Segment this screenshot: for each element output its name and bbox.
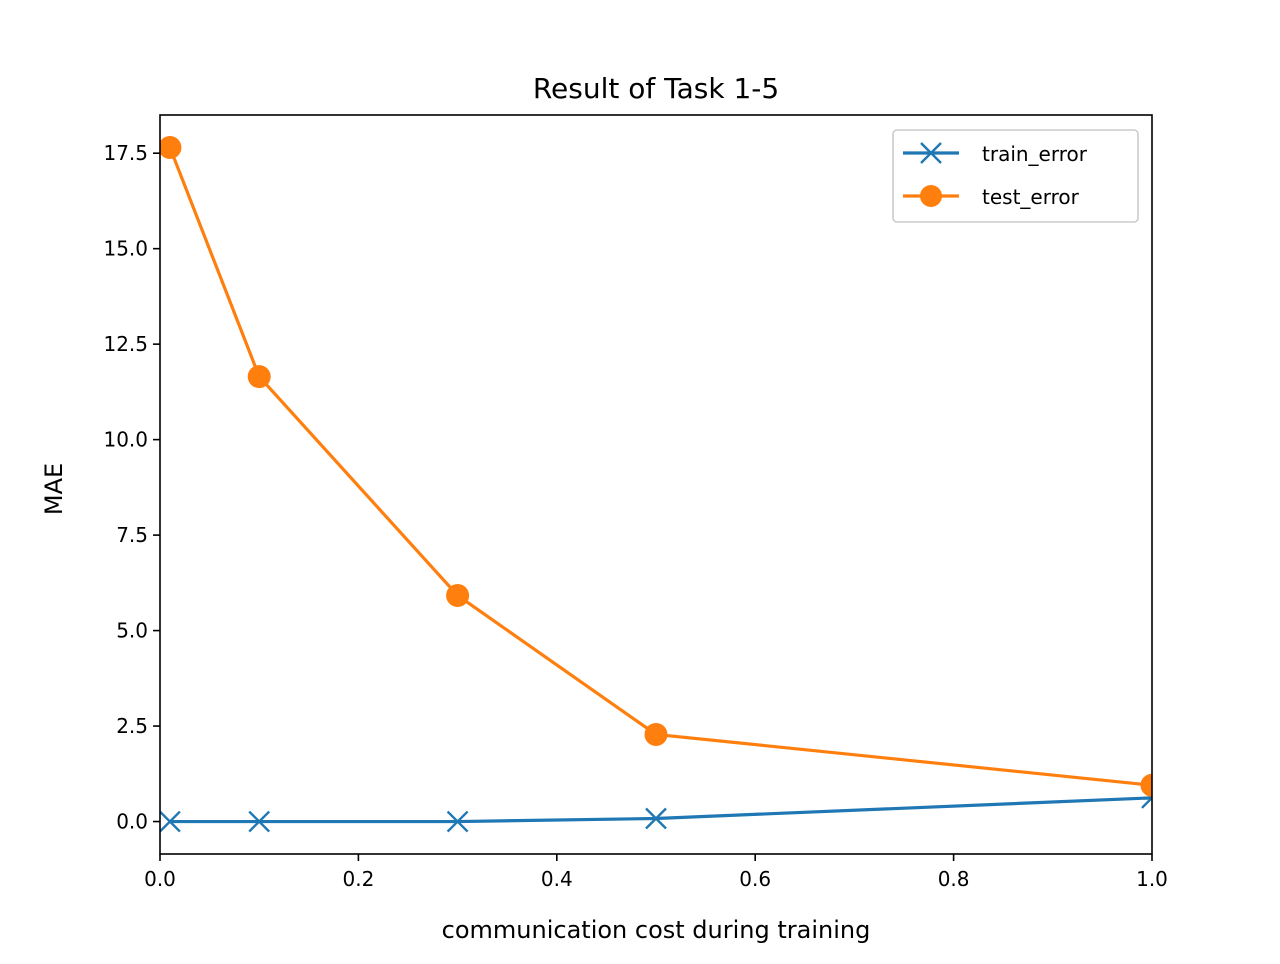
data-point-train_error [248, 810, 271, 833]
series-line-train_error [168, 796, 1152, 824]
legend-marker-train_error [920, 142, 942, 164]
x-tick-label: 0.0 [144, 867, 176, 891]
series-layer [160, 135, 1152, 833]
data-point-test_error [1140, 773, 1152, 797]
legend-marker-test_error [920, 185, 942, 207]
plot-area: 0.0 0.2 0.4 0.6 0.8 1.0 0.0 2.5 5.0 7.5 10.0 12.5 15… [103, 114, 1168, 891]
y-tick-label: 15.0 [103, 237, 148, 261]
x-tick-label: 0.6 [739, 867, 771, 891]
data-point-test_error [247, 365, 271, 389]
data-point-test_error [644, 722, 668, 746]
series-line-test_error [167, 145, 1152, 787]
legend-label-test_error: test_error [982, 185, 1080, 209]
legend: train_error test_error [892, 129, 1139, 223]
x-tick-label: 1.0 [1136, 867, 1168, 891]
y-tick-label: 7.5 [116, 523, 148, 547]
y-tick-label: 10.0 [103, 428, 148, 452]
x-tick-label: 0.4 [541, 867, 573, 891]
y-tick-label: 17.5 [103, 141, 148, 165]
y-axis-label: MAE [40, 463, 68, 515]
legend-label-train_error: train_error [982, 142, 1088, 166]
y-tick-label: 0.0 [116, 810, 148, 834]
data-point-train_error [645, 807, 667, 830]
data-point-train_error [160, 810, 181, 833]
x-axis-label: communication cost during training [442, 916, 871, 944]
y-tick-label: 12.5 [103, 332, 148, 356]
chart-title: Result of Task 1-5 [533, 72, 779, 105]
y-tick-label: 5.0 [116, 619, 148, 643]
axes-frame [159, 114, 1153, 855]
x-tick-label: 0.8 [938, 867, 970, 891]
x-tick-label: 0.2 [342, 867, 374, 891]
y-tick-label: 2.5 [116, 714, 148, 738]
data-point-train_error [446, 810, 469, 833]
data-point-test_error [446, 583, 470, 607]
data-point-test_error [160, 135, 182, 159]
